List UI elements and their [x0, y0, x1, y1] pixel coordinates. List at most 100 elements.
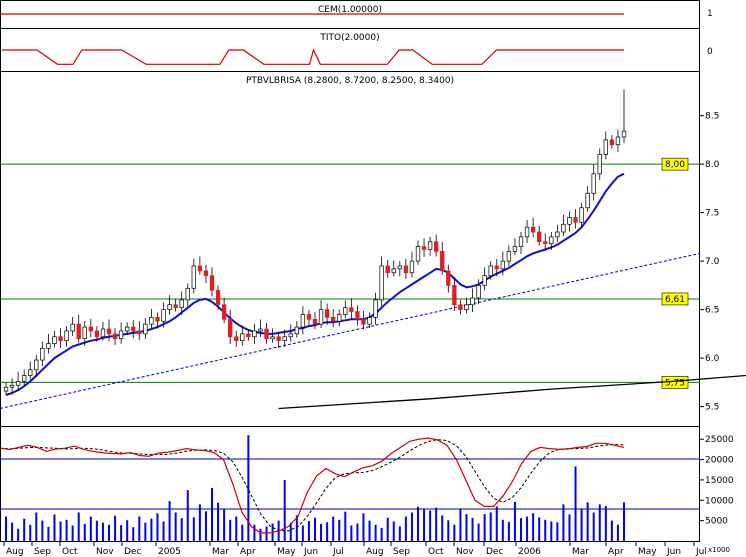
volume-bar	[568, 514, 571, 541]
x-axis-label: Apr	[608, 547, 624, 557]
candle-body	[367, 317, 372, 325]
x-axis-label: Sep	[34, 547, 51, 557]
cem-ytick: 1	[707, 9, 713, 19]
volume-bar	[465, 514, 468, 541]
volume-panel: 5000 10000 15000 20000 25000 x1000	[0, 426, 734, 554]
volume-ytick-label: 5000	[705, 517, 728, 527]
candle-body	[331, 317, 336, 322]
volume-bar	[489, 512, 492, 541]
x-axis-label: Apr	[240, 547, 256, 557]
candle-body	[155, 317, 160, 322]
candle-body	[585, 192, 590, 209]
x-axis-label: May	[638, 547, 657, 557]
volume-bar	[574, 466, 577, 541]
volume-bar	[83, 523, 86, 541]
candle-body	[355, 311, 360, 320]
candle-body	[512, 246, 518, 252]
volume-bar	[429, 510, 432, 541]
volume-bar	[350, 525, 353, 541]
price-ytick-label: 7.0	[705, 257, 720, 267]
volume-bar	[120, 525, 123, 541]
candle-body	[94, 330, 100, 338]
volume-bar	[150, 518, 153, 541]
volume-bar	[114, 515, 117, 541]
volume-bar	[301, 525, 304, 541]
volume-bar	[174, 512, 177, 541]
tito-title: TITO(2.0000)	[319, 33, 379, 43]
volume-bar	[532, 513, 535, 541]
candle-body	[100, 328, 106, 338]
volume-bar	[471, 517, 474, 541]
candle-body	[318, 309, 324, 325]
volume-bar	[89, 516, 92, 541]
price-ytick-label: 6.0	[705, 354, 720, 364]
volume-bar	[520, 518, 522, 541]
candle-body	[530, 226, 536, 233]
x-axis-label: Aug	[6, 547, 24, 557]
volume-bar	[65, 519, 68, 541]
candle-body	[276, 336, 281, 342]
candle-body	[15, 381, 21, 386]
volume-bar	[447, 520, 450, 541]
candle-body	[337, 314, 342, 322]
price-ytick-label: 6.5	[705, 306, 719, 316]
candle-body	[409, 260, 415, 274]
volume-bar	[47, 526, 50, 541]
price-hline-label-box	[661, 157, 689, 171]
x-axis-label: Nov	[456, 547, 474, 557]
candle-body	[385, 265, 390, 274]
candle-body	[615, 136, 621, 146]
volume-bar	[586, 502, 589, 541]
x-axis-label: 2006	[518, 547, 541, 557]
candle-body	[228, 318, 233, 338]
volume-bar	[556, 522, 559, 541]
volume-bar	[362, 513, 365, 541]
volume-bar	[507, 521, 510, 541]
volume-bar	[616, 524, 619, 541]
candle-body	[288, 333, 293, 338]
candle-body	[149, 317, 154, 325]
candle-body	[161, 309, 166, 322]
candle-body	[82, 326, 87, 340]
candle-body	[549, 236, 554, 245]
candle-body	[209, 275, 215, 291]
candle-body	[488, 265, 493, 277]
volume-bar	[332, 516, 335, 541]
volume-bar	[162, 521, 165, 541]
volume-bar	[483, 514, 486, 541]
candle-body	[312, 318, 318, 325]
candle-body	[609, 139, 615, 146]
volume-bar	[59, 521, 62, 541]
candle-body	[524, 226, 530, 238]
volume-bar	[477, 523, 480, 541]
candle-body	[282, 336, 287, 342]
price-hline-label: 8,00	[665, 160, 685, 170]
volume-bar	[368, 520, 371, 541]
candle-body	[143, 323, 148, 335]
volume-bar	[423, 509, 426, 541]
price-ytick-label: 5.5	[705, 403, 719, 413]
volume-bar	[307, 521, 310, 541]
candle-body	[197, 265, 203, 272]
volume-bar	[404, 516, 407, 541]
candle-body	[500, 260, 505, 270]
trend-line	[0, 252, 701, 410]
volume-bar	[326, 522, 329, 541]
volume-bar	[11, 522, 14, 541]
candle-body	[137, 330, 142, 335]
volume-bar	[338, 519, 341, 541]
candle-body	[203, 270, 209, 277]
cem-title: CEM(1.00000)	[318, 5, 382, 15]
volume-bar	[417, 506, 419, 541]
candle-body	[591, 173, 596, 194]
x-axis-label: May	[277, 547, 296, 557]
volume-bar	[138, 516, 141, 541]
volume-bar	[550, 521, 553, 541]
volume-unit: x1000	[708, 546, 730, 554]
candle-body	[421, 246, 427, 250]
x-axis-label: Mar	[572, 547, 589, 557]
volume-bar	[501, 519, 504, 541]
candle-body	[70, 323, 75, 332]
candle-body	[603, 139, 608, 155]
